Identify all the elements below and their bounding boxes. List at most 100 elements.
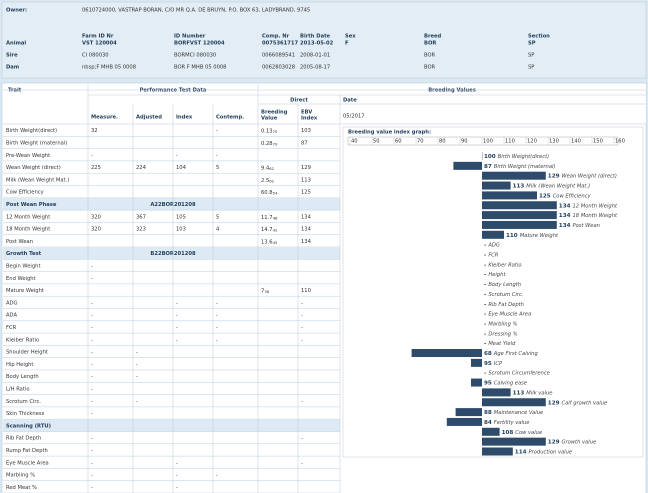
row-value: 0062803028 — [262, 65, 295, 71]
animal-label: Animal — [6, 41, 26, 47]
value-label: 68 — [484, 351, 492, 357]
trait-name: Begin Weight — [6, 263, 41, 269]
bar — [482, 211, 557, 220]
bar-label: 134 Post Wean — [559, 222, 600, 228]
accuracy: 48 — [273, 215, 278, 220]
bar — [482, 220, 557, 229]
trait-name: 12 Month Weight — [6, 214, 50, 220]
value-label: 134 — [559, 203, 571, 209]
row-value: 2008-01-01 — [300, 53, 330, 59]
bar — [482, 447, 513, 456]
header-cell: Date — [343, 98, 357, 104]
cell: 320 — [91, 214, 101, 220]
cell: - — [176, 313, 178, 319]
column-label: Breed — [424, 34, 442, 40]
owner-value: 0610724000, VASTRAP BORAN, C/O MR Q.A. D… — [82, 8, 310, 14]
bar — [482, 427, 500, 436]
cell: 103 — [301, 128, 311, 134]
section-name: Growth Test — [6, 251, 42, 257]
bv: 2.5 — [261, 177, 269, 183]
category-label: Birth Weight (maternal) — [494, 163, 556, 169]
trait-name: Skin Thickness — [6, 411, 45, 417]
cell: - — [216, 473, 218, 479]
accuracy: 62 — [269, 178, 274, 183]
cell: 110 — [301, 288, 311, 294]
row-value: CI 080030 — [82, 53, 109, 59]
cell: - — [91, 263, 93, 269]
bar-label: 108 Cow value — [502, 429, 543, 435]
category-label: Height — [488, 272, 506, 278]
header-cell: EBV — [301, 110, 312, 116]
trait-name: Birth Weight(direct) — [6, 128, 57, 134]
cell: 105 — [176, 214, 186, 220]
bar — [453, 161, 482, 170]
bar-label: 134 18 Month Weight — [559, 213, 618, 219]
cell: - — [176, 460, 178, 466]
section-row — [3, 247, 340, 260]
value-label: - — [484, 272, 487, 278]
row-label: Sire — [6, 53, 18, 59]
x-tick-label: 120 — [527, 139, 537, 145]
column-value: 0075361717 — [262, 41, 298, 47]
trait-name: Wean Weight (direct) — [6, 165, 61, 171]
cell: - — [91, 276, 93, 282]
bar-label: - Eye Muscle Area — [484, 311, 531, 317]
bar-label: 100 Birth Weight(direct) — [484, 154, 549, 160]
cell: - — [176, 153, 178, 159]
cell: - — [91, 300, 93, 306]
column-value: F — [345, 41, 349, 47]
x-tick-label: 90 — [461, 139, 468, 145]
category-label: Rib Fat Depth — [488, 301, 524, 307]
value-label: 129 — [548, 439, 560, 445]
breeding-value: 2.562 — [261, 177, 275, 183]
graph-title: Breeding value index graph: — [348, 130, 431, 136]
breeding-value: 9.462 — [261, 165, 275, 171]
value-label: 84 — [484, 419, 492, 425]
bar-label: 114 Production value — [515, 449, 572, 455]
trait-name: Post Wean — [6, 239, 33, 245]
section-name: Post Wean Phase — [6, 202, 57, 208]
x-tick-label: 140 — [571, 139, 581, 145]
category-label: Wean Weight (direct) — [561, 173, 616, 179]
column-label: Birth Date — [300, 34, 331, 40]
bar — [482, 388, 511, 397]
bar — [455, 408, 482, 417]
bar-label: - Body Length — [484, 282, 521, 288]
value-label: - — [484, 242, 487, 248]
x-tick-label: 40 — [351, 139, 358, 145]
row-label: Dam — [6, 65, 19, 71]
bar — [411, 349, 482, 357]
category-label: Production value — [528, 449, 572, 455]
cell: 323 — [136, 227, 146, 233]
column-label: ID Number — [174, 34, 206, 40]
cell: - — [91, 411, 93, 417]
trait-name: Body Length — [6, 374, 39, 380]
column-value: SP — [528, 41, 536, 47]
accuracy: 38 — [264, 289, 269, 294]
trait-name: Hip Height — [6, 362, 33, 368]
bar — [482, 171, 546, 180]
value-label: 113 — [513, 183, 525, 189]
bar-label: - Scrotum Circumference — [484, 370, 550, 376]
trait-name: ADA — [6, 313, 17, 319]
x-tick-label: 80 — [439, 139, 446, 145]
cell: - — [301, 436, 303, 442]
bar — [482, 191, 537, 200]
bar-label: - ADG — [484, 242, 500, 248]
cell: - — [136, 350, 138, 356]
bar-label: - FCR — [484, 252, 499, 258]
axis-box — [347, 136, 619, 146]
cell: 134 — [301, 227, 312, 233]
trait-name: Milk (Wean Weight Mat.) — [6, 177, 69, 183]
value-label: 110 — [506, 232, 518, 238]
category-label: Calf growth value — [561, 400, 607, 406]
section-name: Scanning (RTU) — [6, 423, 51, 429]
cell: - — [301, 337, 303, 343]
bar-label: 134 12 Month Weight — [559, 203, 618, 209]
row-value: 2005-08-17 — [300, 65, 330, 71]
header-cell: Contemp. — [216, 115, 244, 121]
row-value: nbsp;F MHB 05 0008 — [82, 65, 136, 71]
trait-name: ADG — [6, 300, 18, 306]
breeding-value: 60.854 — [261, 190, 278, 196]
